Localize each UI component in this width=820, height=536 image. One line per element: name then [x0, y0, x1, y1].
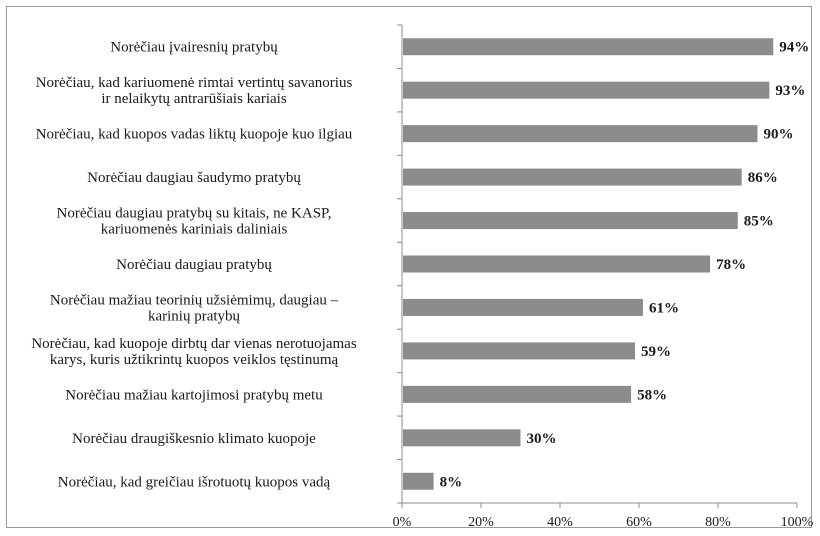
category-label-line: karys, kuris užtikrintų kuopos veiklos t…	[50, 352, 339, 368]
bar	[403, 168, 742, 186]
category-label-line: ir nelaikytų antrarūšiais kariais	[101, 91, 287, 107]
bar	[403, 212, 738, 230]
bar-value-label: 78%	[716, 257, 746, 273]
bar	[403, 472, 434, 490]
category-label: Norėčiau, kad kuopos vadas liktų kuopoje…	[36, 127, 353, 143]
category-label: Norėčiau, kad greičiau išrotuotų kuopos …	[58, 474, 331, 490]
category-label-line: Norėčiau įvairesnių pratybų	[110, 40, 278, 56]
bar-value-label: 85%	[744, 214, 774, 230]
category-label: Norėčiau, kad kuopoje dirbtų dar vienas …	[31, 336, 356, 368]
bar	[403, 255, 711, 273]
x-tick-label: 60%	[626, 515, 652, 530]
category-label: Norėčiau draugiškesnio klimato kuopoje	[72, 431, 316, 447]
x-tick-label: 20%	[468, 515, 494, 530]
bar	[403, 81, 770, 99]
bar	[403, 342, 636, 360]
category-label-line: Norėčiau daugiau pratybų su kitais, ne K…	[57, 206, 332, 222]
category-label-line: kariuomenės kariniais daliniais	[101, 222, 288, 238]
category-label-line: Norėčiau, kad kariuomenė rimtai vertintų…	[36, 75, 353, 91]
bar-value-label: 61%	[649, 300, 679, 316]
bar-value-label: 59%	[641, 344, 671, 360]
category-label-line: Norėčiau mažiau kartojimosi pratybų metu	[65, 387, 323, 403]
x-tick-label: 80%	[705, 515, 731, 530]
bar	[403, 385, 632, 403]
bar	[403, 38, 774, 56]
bar	[403, 298, 643, 316]
category-label: Norėčiau įvairesnių pratybų	[110, 40, 278, 56]
category-label: Norėčiau daugiau šaudymo pratybų	[87, 170, 301, 186]
x-tick-label: 100%	[781, 515, 814, 530]
category-label: Norėčiau, kad kariuomenė rimtai vertintų…	[36, 75, 353, 107]
category-label-line: Norėčiau daugiau šaudymo pratybų	[87, 170, 301, 186]
bar-value-label: 8%	[440, 474, 463, 490]
category-label-line: Norėčiau, kad kuopoje dirbtų dar vienas …	[31, 336, 356, 352]
bar-value-label: 58%	[637, 387, 667, 403]
bar-value-label: 30%	[527, 431, 557, 447]
category-label-line: karinių pratybų	[148, 308, 241, 324]
bar-value-label: 93%	[775, 83, 805, 99]
category-label: Norėčiau daugiau pratybų su kitais, ne K…	[57, 206, 332, 238]
bar	[403, 125, 758, 143]
category-label-line: Norėčiau draugiškesnio klimato kuopoje	[72, 431, 316, 447]
category-label: Norėčiau mažiau teorinių užsiėmimų, daug…	[50, 292, 339, 324]
category-label: Norėčiau daugiau pratybų	[116, 257, 272, 273]
bar-value-label: 90%	[764, 127, 794, 143]
bar-value-label: 94%	[779, 40, 809, 56]
bar	[403, 429, 521, 447]
category-label-line: Norėčiau mažiau teorinių užsiėmimų, daug…	[50, 292, 339, 308]
x-tick-label: 40%	[547, 515, 573, 530]
category-label: Norėčiau mažiau kartojimosi pratybų metu	[65, 387, 323, 403]
category-label-line: Norėčiau daugiau pratybų	[116, 257, 272, 273]
bar-value-label: 86%	[748, 170, 778, 186]
x-tick-label: 0%	[393, 515, 412, 530]
category-label-line: Norėčiau, kad greičiau išrotuotų kuopos …	[58, 474, 331, 490]
category-label-line: Norėčiau, kad kuopos vadas liktų kuopoje…	[36, 127, 353, 143]
